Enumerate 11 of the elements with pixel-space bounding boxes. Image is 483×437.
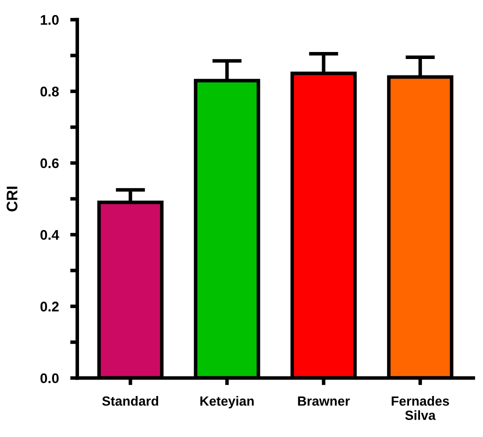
y-tick-label: 0.0 xyxy=(40,373,59,384)
y-tick-label: 0.2 xyxy=(40,302,59,312)
y-tick-label: 1.0 xyxy=(40,15,59,25)
y-tick-label: 0.6 xyxy=(40,158,59,168)
x-tick-label: Keteyian xyxy=(200,396,254,408)
y-tick-label: 0.8 xyxy=(40,86,59,96)
y-tick-label: 0.4 xyxy=(40,230,60,240)
x-tick-label: Fernades Silva xyxy=(392,396,450,420)
x-tick-label: Standard xyxy=(102,396,158,406)
x-tick-label: Brawner xyxy=(298,396,350,406)
y-axis-title: CRI xyxy=(6,186,18,212)
